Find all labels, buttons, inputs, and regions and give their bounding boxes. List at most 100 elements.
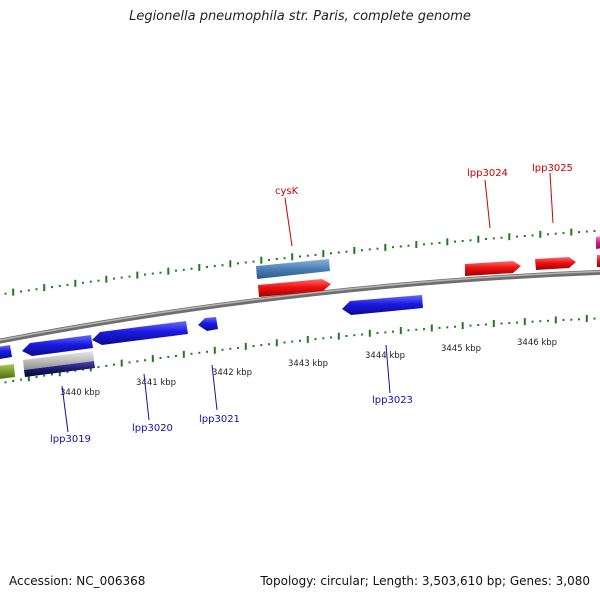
scale-label: 3446 kbp [517,338,557,348]
reverse-genes [0,295,423,379]
minor-tick [330,252,332,255]
major-tick [585,315,588,322]
reverse-label-leaders [61,344,391,433]
minor-tick [20,378,22,381]
major-tick [539,230,542,238]
scale-label: 3440 kbp [60,388,100,398]
gene-cysk-steel[interactable] [256,259,330,279]
leader-lpp3019 [61,385,69,433]
minor-tick [516,321,518,324]
leader-lpp3024 [484,179,491,229]
minor-tick [244,261,247,264]
minor-tick [20,290,22,293]
minor-tick [113,277,115,280]
minor-tick [361,249,363,252]
gene-edge-magenta[interactable] [596,236,600,249]
leader-cysk [284,197,293,247]
minor-tick [229,347,232,350]
gene-lpp3024[interactable] [465,261,521,276]
gene-edge-blue[interactable] [0,345,12,359]
minor-tick [82,281,84,284]
gene-cysk[interactable] [258,279,331,297]
label-lpp3025: lpp3025 [532,163,573,174]
minor-tick [469,324,472,327]
minor-tick [113,363,115,366]
minor-tick [593,317,596,320]
label-lpp3023: lpp3023 [372,395,413,406]
minor-tick [128,361,131,364]
scale-label: 3441 kbp [136,378,176,388]
minor-tick [268,343,270,346]
gene-lpp3019[interactable] [22,335,93,356]
minor-tick [66,283,69,286]
minor-tick [4,381,7,384]
minor-tick [144,359,146,362]
minor-tick [392,330,394,333]
minor-tick [159,357,162,359]
major-tick [198,263,201,271]
minor-tick [570,318,573,321]
minor-tick [554,232,557,235]
minor-tick [531,320,534,323]
major-tick [430,324,433,332]
major-tick [43,284,46,292]
gene-lpp3023[interactable] [342,295,423,315]
minor-tick [237,346,239,349]
gene-navy[interactable] [24,361,95,377]
minor-tick [547,319,549,322]
leader-lpp3025 [549,172,554,224]
scale-label: 3444 kbp [365,351,405,361]
label-lpp3019: lpp3019 [50,434,91,445]
outer-scale-ticks [4,228,596,296]
minor-tick [167,355,170,358]
minor-tick [35,376,38,378]
forward-genes [256,236,600,297]
minor-tick [206,350,208,353]
gene-lpp3020[interactable] [92,321,188,345]
minor-tick [500,236,503,239]
major-tick [167,267,170,275]
major-tick [182,350,185,358]
major-tick [306,335,309,343]
minor-tick [477,324,480,326]
major-tick [244,342,247,350]
major-tick [275,339,278,347]
minor-tick [578,231,580,234]
genome-summary-text: Topology: circular; Length: 3,503,610 bp… [260,574,590,588]
minor-tick [175,269,177,272]
minor-tick [182,268,185,271]
major-tick [151,355,154,363]
minor-tick [523,235,526,237]
label-lpp3024: lpp3024 [467,168,508,179]
minor-tick [353,334,356,337]
gene-edge-red[interactable] [597,255,600,267]
major-tick [74,279,77,287]
minor-tick [136,360,139,363]
reverse-gene-labels: lpp3019 lpp3020 lpp3021 lpp3023 [50,395,413,445]
minor-tick [345,250,348,253]
gene-lpp3025[interactable] [535,257,576,270]
minor-tick [392,246,394,249]
minor-tick [66,370,69,373]
gene-lpp3021[interactable] [198,317,218,331]
minor-tick [500,322,503,325]
major-tick [105,275,108,283]
label-cysk: cysK [275,186,299,197]
minor-tick [562,319,565,321]
major-tick [508,233,511,241]
major-tick [229,260,232,268]
minor-tick [12,379,15,382]
minor-tick [461,240,464,242]
gene-olive[interactable] [0,364,15,379]
minor-tick [376,247,379,250]
minor-tick [578,318,580,321]
gene-gray[interactable] [23,351,94,370]
minor-tick [423,328,425,331]
minor-tick [27,289,30,292]
major-tick [337,332,340,340]
minor-tick [175,354,177,357]
minor-tick [593,230,596,232]
major-tick [27,374,30,382]
